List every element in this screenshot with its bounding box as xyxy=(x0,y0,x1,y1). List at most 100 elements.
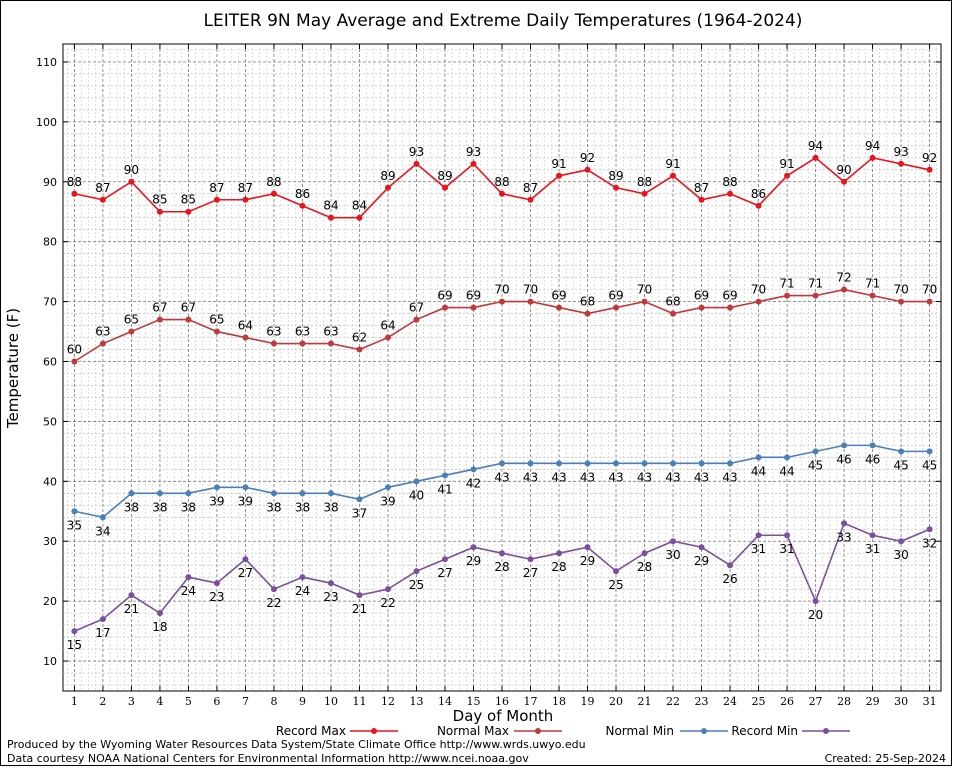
x-tick-label: 19 xyxy=(581,695,595,708)
data-point xyxy=(213,484,220,491)
data-label: 63 xyxy=(323,325,338,339)
data-label: 68 xyxy=(580,295,595,309)
data-point xyxy=(556,172,563,179)
data-point xyxy=(698,304,705,311)
data-point xyxy=(527,460,534,467)
data-label: 43 xyxy=(580,470,595,484)
data-label: 87 xyxy=(694,181,709,195)
y-tick-label: 50 xyxy=(43,415,57,428)
x-tick-label: 8 xyxy=(270,695,277,708)
data-label: 67 xyxy=(181,301,196,315)
x-tick-label: 28 xyxy=(837,695,851,708)
data-point xyxy=(327,580,334,587)
y-tick-label: 100 xyxy=(36,116,57,129)
data-point xyxy=(270,340,277,347)
data-label: 31 xyxy=(865,542,880,556)
data-point xyxy=(926,166,933,173)
data-label: 24 xyxy=(181,584,196,598)
data-point xyxy=(156,490,163,497)
data-label: 30 xyxy=(665,548,680,562)
data-point xyxy=(812,598,819,605)
data-label: 65 xyxy=(124,313,139,327)
y-tick-label: 70 xyxy=(43,296,57,309)
data-label: 27 xyxy=(437,566,452,580)
data-point xyxy=(441,304,448,311)
data-point xyxy=(556,460,563,467)
legend: Record Max Normal Max Normal Min Record Min xyxy=(276,724,850,738)
data-point xyxy=(698,460,705,467)
data-point xyxy=(356,214,363,221)
data-label: 86 xyxy=(295,187,310,201)
data-point xyxy=(727,190,734,197)
data-label: 87 xyxy=(209,181,224,195)
data-label: 43 xyxy=(694,470,709,484)
x-tick-label: 1 xyxy=(71,695,78,708)
data-point xyxy=(670,460,677,467)
x-tick-label: 10 xyxy=(324,695,338,708)
x-tick-label: 9 xyxy=(299,695,306,708)
data-point xyxy=(384,184,391,191)
data-point xyxy=(841,520,848,527)
data-point xyxy=(356,496,363,503)
data-label: 15 xyxy=(67,638,82,652)
series-normal-max: 60 63 65 67 67 65 64 63 63 63 62 64 67 69 69 70 70 69 68 69… xyxy=(67,271,937,365)
data-label: 26 xyxy=(722,572,737,586)
data-point xyxy=(242,334,249,341)
data-label: 89 xyxy=(608,169,623,183)
data-label: 71 xyxy=(779,277,794,291)
data-label: 45 xyxy=(893,458,908,472)
data-point xyxy=(584,166,591,173)
legend-marker xyxy=(701,728,707,734)
data-label: 43 xyxy=(637,470,652,484)
data-point xyxy=(213,196,220,203)
data-point xyxy=(784,532,791,539)
data-label: 37 xyxy=(352,506,367,520)
data-point xyxy=(128,178,135,185)
data-label: 38 xyxy=(295,500,310,514)
data-point xyxy=(441,472,448,479)
legend-item-record-min: Record Min xyxy=(731,724,850,738)
x-tick-label: 22 xyxy=(666,695,680,708)
data-point xyxy=(499,298,505,305)
x-tick-label: 5 xyxy=(185,695,192,708)
data-point xyxy=(641,550,648,557)
data-point xyxy=(698,196,705,203)
x-tick-label: 11 xyxy=(352,695,366,708)
data-point xyxy=(413,478,420,485)
data-point xyxy=(841,178,848,185)
data-label: 39 xyxy=(209,494,224,508)
footer-produced-by: Produced by the Wyoming Water Resources … xyxy=(7,738,586,751)
series-record-max: 88 87 90 85 85 87 87 88 86 84 84 89 93 89 93 88 87 91 92 89… xyxy=(67,139,937,221)
data-point xyxy=(299,574,306,581)
data-point xyxy=(156,208,163,215)
data-label: 22 xyxy=(380,596,395,610)
data-label: 67 xyxy=(409,301,424,315)
data-point xyxy=(71,508,78,515)
data-point xyxy=(384,586,391,593)
data-label: 18 xyxy=(152,620,167,634)
data-label: 88 xyxy=(67,175,82,189)
data-point xyxy=(470,304,477,311)
data-label: 91 xyxy=(551,157,566,171)
data-label: 69 xyxy=(608,289,623,303)
data-label: 88 xyxy=(637,175,652,189)
data-point xyxy=(156,316,163,323)
data-point xyxy=(755,532,762,539)
data-label: 30 xyxy=(893,548,908,562)
data-label: 38 xyxy=(124,500,139,514)
data-point xyxy=(299,490,306,497)
x-tick-label: 20 xyxy=(609,695,623,708)
data-label: 88 xyxy=(494,175,509,189)
data-label: 46 xyxy=(865,452,880,466)
data-label: 70 xyxy=(922,283,937,297)
x-tick-label: 16 xyxy=(495,695,509,708)
series-record-min: 15 17 21 18 24 23 27 22 24 23 21 22 25 27 29 28 27 28 29 25… xyxy=(67,520,937,652)
data-point xyxy=(156,610,163,617)
data-label: 65 xyxy=(209,313,224,327)
data-label: 63 xyxy=(266,325,281,339)
data-point xyxy=(413,316,420,323)
data-point xyxy=(384,484,391,491)
data-label: 32 xyxy=(922,536,937,550)
data-point xyxy=(613,460,620,467)
data-label: 25 xyxy=(409,578,424,592)
